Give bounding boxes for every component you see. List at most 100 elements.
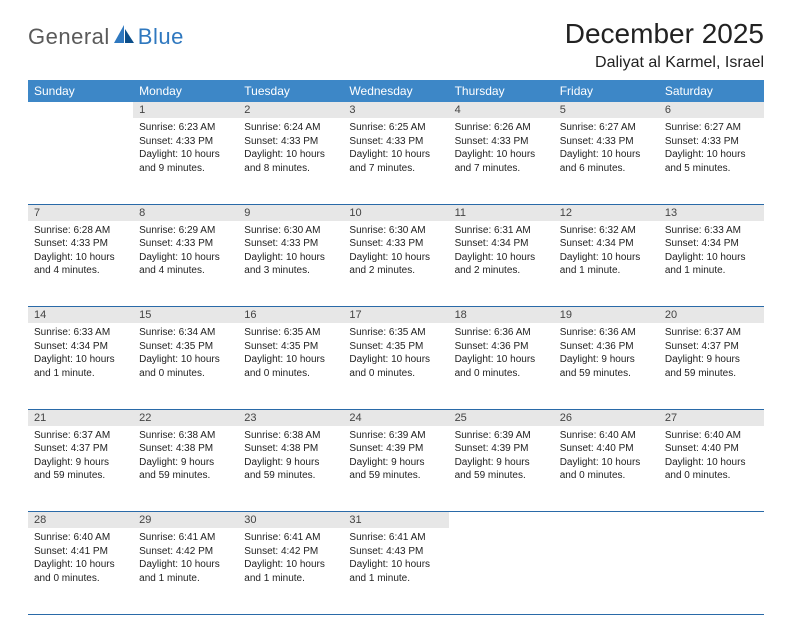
daylight-line: Daylight: 9 hours and 59 minutes.: [34, 456, 127, 483]
sunrise-line: Sunrise: 6:28 AM: [34, 224, 127, 238]
sunrise-line: Sunrise: 6:30 AM: [349, 224, 442, 238]
daylight-line: Daylight: 10 hours and 0 minutes.: [139, 353, 232, 380]
sunset-line: Sunset: 4:35 PM: [139, 340, 232, 354]
daylight-line: Daylight: 10 hours and 1 minute.: [665, 251, 758, 278]
day-number-cell: 12: [554, 204, 659, 221]
sunrise-line: Sunrise: 6:34 AM: [139, 326, 232, 340]
day-number-cell: 9: [238, 204, 343, 221]
day-number-cell: 27: [659, 409, 764, 426]
sunset-line: Sunset: 4:39 PM: [349, 442, 442, 456]
sunrise-line: Sunrise: 6:41 AM: [349, 531, 442, 545]
day-number-cell: 20: [659, 307, 764, 324]
sunset-line: Sunset: 4:38 PM: [139, 442, 232, 456]
day-number-cell: 24: [343, 409, 448, 426]
header: General Blue December 2025 Daliyat al Ka…: [28, 18, 764, 72]
day-cell: Sunrise: 6:41 AMSunset: 4:42 PMDaylight:…: [238, 528, 343, 614]
day-cell: [554, 528, 659, 614]
sunset-line: Sunset: 4:35 PM: [244, 340, 337, 354]
day-number-cell: 2: [238, 102, 343, 118]
day-details: Sunrise: 6:32 AMSunset: 4:34 PMDaylight:…: [554, 221, 659, 282]
daylight-line: Daylight: 9 hours and 59 minutes.: [665, 353, 758, 380]
day-details: Sunrise: 6:30 AMSunset: 4:33 PMDaylight:…: [238, 221, 343, 282]
day-number-cell: 26: [554, 409, 659, 426]
week-row: Sunrise: 6:23 AMSunset: 4:33 PMDaylight:…: [28, 118, 764, 204]
daylight-line: Daylight: 10 hours and 6 minutes.: [560, 148, 653, 175]
day-details: Sunrise: 6:41 AMSunset: 4:42 PMDaylight:…: [238, 528, 343, 589]
day-cell: Sunrise: 6:34 AMSunset: 4:35 PMDaylight:…: [133, 323, 238, 409]
sunrise-line: Sunrise: 6:38 AM: [139, 429, 232, 443]
sunset-line: Sunset: 4:42 PM: [244, 545, 337, 559]
day-details: Sunrise: 6:39 AMSunset: 4:39 PMDaylight:…: [343, 426, 448, 487]
week-row: Sunrise: 6:40 AMSunset: 4:41 PMDaylight:…: [28, 528, 764, 614]
week-row: Sunrise: 6:33 AMSunset: 4:34 PM Daylight:…: [28, 323, 764, 409]
day-number-cell: 13: [659, 204, 764, 221]
day-cell: Sunrise: 6:40 AMSunset: 4:41 PMDaylight:…: [28, 528, 133, 614]
day-cell: Sunrise: 6:33 AMSunset: 4:34 PMDaylight:…: [659, 221, 764, 307]
sunrise-line: Sunrise: 6:31 AM: [455, 224, 548, 238]
day-number-row: 28293031: [28, 512, 764, 529]
weekday-header-row: Sunday Monday Tuesday Wednesday Thursday…: [28, 80, 764, 102]
day-number-cell: 10: [343, 204, 448, 221]
day-details: Sunrise: 6:33 AMSunset: 4:34 PMDaylight:…: [28, 323, 133, 384]
logo-text-blue: Blue: [138, 24, 184, 50]
day-details: Sunrise: 6:38 AMSunset: 4:38 PMDaylight:…: [238, 426, 343, 487]
sunset-line: Sunset: 4:33 PM: [349, 237, 442, 251]
daylight-line: Daylight: 10 hours and 1 minute.: [244, 558, 337, 585]
sunset-line: Sunset: 4:40 PM: [665, 442, 758, 456]
day-number-cell: 5: [554, 102, 659, 118]
week-row: Sunrise: 6:28 AM Sunset: 4:33 PM Daylight:…: [28, 221, 764, 307]
sunset-line: Sunset: 4:36 PM: [455, 340, 548, 354]
day-details: Sunrise: 6:37 AMSunset: 4:37 PMDaylight:…: [28, 426, 133, 487]
day-cell: [449, 528, 554, 614]
weekday-header: Friday: [554, 80, 659, 102]
day-cell: Sunrise: 6:29 AMSunset: 4:33 PMDaylight:…: [133, 221, 238, 307]
sunrise-line: Sunrise: 6:29 AM: [139, 224, 232, 238]
sunrise-line: Sunrise: 6:39 AM: [455, 429, 548, 443]
day-number-cell: 23: [238, 409, 343, 426]
day-number-cell: 25: [449, 409, 554, 426]
day-number-cell: [554, 512, 659, 529]
day-cell: Sunrise: 6:39 AMSunset: 4:39 PMDaylight:…: [449, 426, 554, 512]
sunrise-line: Sunrise: 6:41 AM: [244, 531, 337, 545]
sunrise-line: Sunrise: 6:38 AM: [244, 429, 337, 443]
day-number-cell: 11: [449, 204, 554, 221]
day-cell: [28, 118, 133, 204]
sunset-line: Sunset: 4:34 PM: [560, 237, 653, 251]
day-details: Sunrise: 6:34 AMSunset: 4:35 PMDaylight:…: [133, 323, 238, 384]
sunset-line: Sunset: 4:34 PM: [34, 340, 127, 354]
day-cell: Sunrise: 6:38 AMSunset: 4:38 PMDaylight:…: [133, 426, 238, 512]
day-number-row: 21222324252627: [28, 409, 764, 426]
day-details: Sunrise: 6:24 AMSunset: 4:33 PMDaylight:…: [238, 118, 343, 179]
day-number-cell: 31: [343, 512, 448, 529]
day-number-cell: 22: [133, 409, 238, 426]
sunrise-line: Sunrise: 6:40 AM: [560, 429, 653, 443]
sunset-line: Sunset: 4:33 PM: [244, 135, 337, 149]
week-row: Sunrise: 6:37 AMSunset: 4:37 PMDaylight:…: [28, 426, 764, 512]
day-cell: Sunrise: 6:35 AMSunset: 4:35 PMDaylight:…: [238, 323, 343, 409]
day-details: Sunrise: 6:27 AMSunset: 4:33 PMDaylight:…: [659, 118, 764, 179]
day-number-cell: [659, 512, 764, 529]
day-cell: Sunrise: 6:26 AMSunset: 4:33 PMDaylight:…: [449, 118, 554, 204]
daylight-line: Daylight: 10 hours and 0 minutes.: [34, 558, 127, 585]
day-number-cell: 1: [133, 102, 238, 118]
day-number-cell: 14: [28, 307, 133, 324]
sunrise-line: Sunrise: 6:24 AM: [244, 121, 337, 135]
sunset-line: Sunset: 4:36 PM: [560, 340, 653, 354]
sunrise-line: Sunrise: 6:33 AM: [34, 326, 127, 340]
day-number-cell: 18: [449, 307, 554, 324]
month-title: December 2025: [565, 18, 764, 50]
day-cell: Sunrise: 6:32 AMSunset: 4:34 PMDaylight:…: [554, 221, 659, 307]
sunrise-line: Sunrise: 6:25 AM: [349, 121, 442, 135]
daylight-line: Daylight: 10 hours and 9 minutes.: [139, 148, 232, 175]
day-cell: Sunrise: 6:31 AMSunset: 4:34 PMDaylight:…: [449, 221, 554, 307]
sunrise-line: Sunrise: 6:36 AM: [455, 326, 548, 340]
sunrise-line: Sunrise: 6:27 AM: [665, 121, 758, 135]
day-number-cell: 21: [28, 409, 133, 426]
daylight-line: Daylight: 10 hours and 1 minute.: [139, 558, 232, 585]
day-details: Sunrise: 6:38 AMSunset: 4:38 PMDaylight:…: [133, 426, 238, 487]
logo: General Blue: [28, 24, 184, 50]
day-cell: Sunrise: 6:40 AMSunset: 4:40 PMDaylight:…: [554, 426, 659, 512]
day-number-cell: 4: [449, 102, 554, 118]
sunset-line: Sunset: 4:33 PM: [560, 135, 653, 149]
weekday-header: Sunday: [28, 80, 133, 102]
